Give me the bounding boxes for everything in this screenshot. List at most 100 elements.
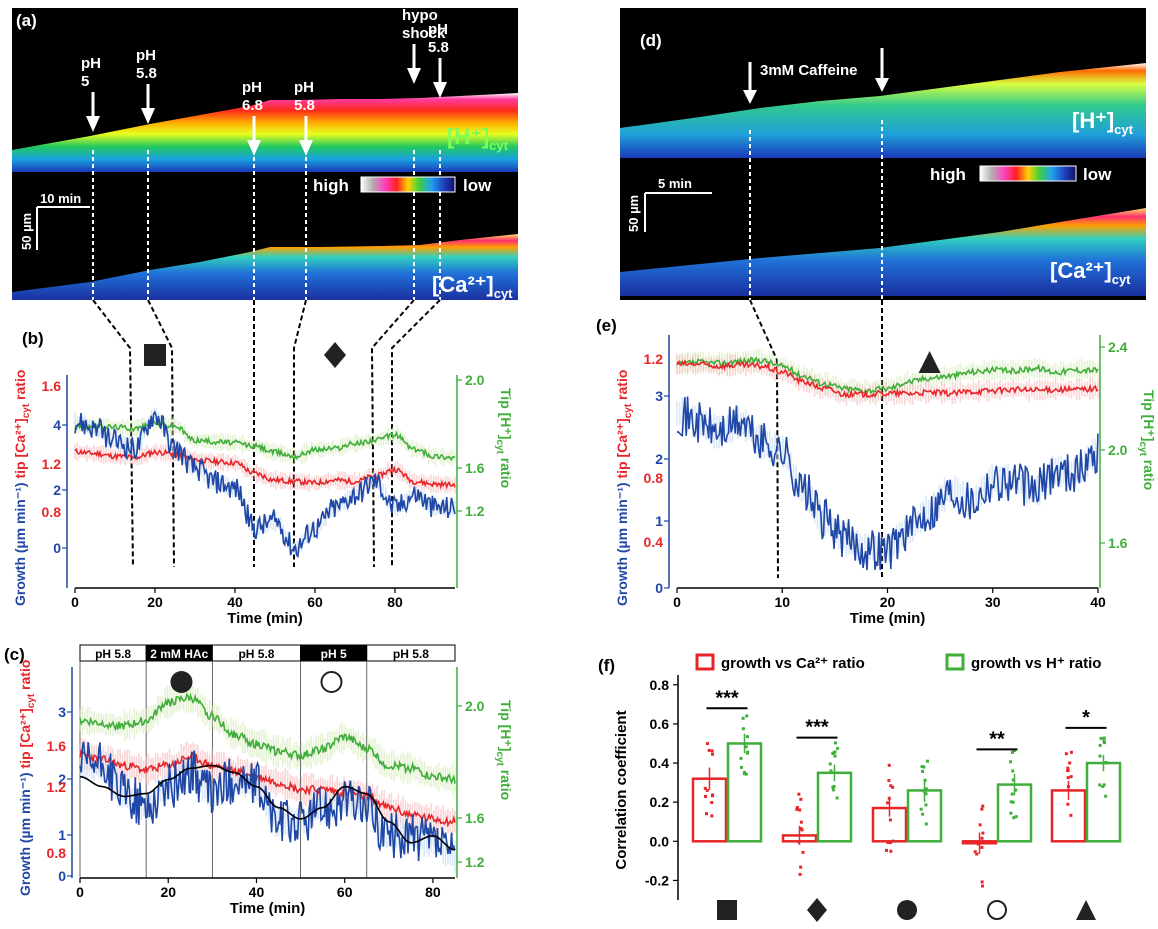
h-label-a: [H⁺]cyt: [447, 124, 509, 153]
data-point: [1014, 788, 1018, 792]
data-point: [887, 779, 891, 783]
series-line-blue: [676, 396, 1099, 571]
panel-letter: (b): [22, 329, 44, 348]
left-tick-label-ca: 0.4: [644, 534, 664, 550]
arrow-label-line2: 5: [81, 73, 89, 90]
right-axis-label-ratio: ratio: [1141, 456, 1157, 490]
data-point: [924, 792, 928, 796]
data-point: [1066, 766, 1070, 770]
y-tick-label: 0.0: [650, 833, 670, 849]
data-point: [745, 751, 749, 755]
x-tick-label: 20: [160, 884, 176, 900]
data-point: [1011, 750, 1015, 754]
right-axis-label: Tip [H⁺]cyt ratio: [1137, 390, 1157, 490]
series-line-blue: [74, 410, 456, 559]
data-point: [835, 796, 839, 800]
colorbar-d-low-label: low: [1083, 165, 1112, 184]
data-point: [1098, 754, 1102, 758]
data-point: [833, 750, 837, 754]
condition-band-label: pH 5.8: [95, 647, 131, 661]
right-tick-label: 2.4: [1108, 339, 1128, 355]
data-point: [1014, 815, 1018, 819]
arrow-label-line2: 5.8: [294, 97, 315, 114]
diamond-marker: [324, 342, 346, 368]
data-point: [831, 751, 835, 755]
left-tick-label-ca: 0.8: [644, 470, 664, 486]
right-tick-label: 1.2: [465, 854, 485, 870]
data-point: [1009, 811, 1013, 815]
arrow-label-line1: pH: [428, 21, 448, 38]
left-tick-label-growth: 1: [655, 513, 663, 529]
square-marker: [717, 900, 737, 920]
data-point: [980, 845, 984, 849]
panel-letter: (e): [596, 316, 617, 335]
data-point: [924, 803, 928, 807]
left-axis-label-ratio: ratio: [17, 660, 33, 694]
triangle-marker: [918, 351, 941, 373]
data-point: [745, 714, 749, 718]
open-circle-marker: [987, 900, 1007, 920]
data-point: [703, 786, 707, 790]
data-point: [920, 764, 924, 768]
data-point: [798, 808, 802, 812]
left-tick-label-ca: 1.2: [644, 351, 664, 367]
data-point: [921, 769, 925, 773]
data-point: [1066, 776, 1070, 780]
arrow-label-line2: shock: [402, 25, 446, 42]
data-point: [1069, 775, 1073, 779]
data-point: [1066, 785, 1070, 789]
data-point: [888, 818, 892, 822]
series-line-red: [676, 359, 1099, 399]
data-point: [978, 823, 982, 827]
caffeine-arrows: [743, 48, 889, 104]
left-axis-label: Growth (µm min⁻¹) tip [Ca²⁺]cyt ratio: [614, 370, 634, 606]
right-axis-label: Tip [H⁺]cyt ratio: [494, 700, 514, 800]
data-point: [741, 727, 745, 731]
arrow-label-line1: pH: [136, 47, 156, 64]
x-tick-label: 40: [227, 594, 243, 610]
data-point: [923, 778, 927, 782]
kymograph-d-h-band: [620, 63, 1146, 158]
data-point: [799, 820, 803, 824]
filled-circle-marker: [897, 900, 917, 920]
bar-green: [726, 742, 763, 843]
right-tick-label: 1.6: [1108, 535, 1128, 551]
ca-label-d: [Ca²⁺]cyt: [1050, 258, 1131, 287]
panel-letter: (c): [4, 645, 25, 664]
arrow-label-line1: hypo: [402, 7, 438, 24]
data-point: [886, 840, 890, 844]
data-point: [922, 765, 926, 769]
left-tick-label-ca: 0.8: [42, 504, 62, 520]
arrow-label-line1: pH: [242, 79, 262, 96]
colorbar-a-scale: [360, 176, 456, 193]
data-point: [924, 822, 928, 826]
data-point: [836, 746, 840, 750]
right-axis-label-ratio: ratio: [498, 454, 514, 488]
x-axis-label: Time (min): [230, 900, 306, 917]
right-axis-label-main: Tip [H⁺]: [498, 700, 514, 751]
panel-d-event-lines: [749, 120, 883, 300]
arrow-label-line1: pH: [294, 79, 314, 96]
data-point: [743, 770, 747, 774]
x-tick-label: 60: [307, 594, 323, 610]
data-point: [887, 763, 891, 767]
scale-bar-d-time: 5 min: [658, 176, 692, 191]
caffeine-arrow-label: 3mM Caffeine: [760, 62, 858, 79]
left-tick-label-growth: 2: [655, 451, 663, 467]
left-tick-label-ca: 0.8: [47, 845, 67, 861]
data-point: [799, 865, 803, 869]
data-point: [889, 784, 893, 788]
data-point: [710, 814, 714, 818]
data-point: [1099, 736, 1103, 740]
y-tick-label: 0.6: [650, 716, 670, 732]
diamond-marker: [807, 898, 827, 922]
series-line-red: [74, 447, 456, 490]
panel-a-event-lines: [92, 150, 441, 300]
condition-band-label: pH 5.8: [393, 647, 429, 661]
data-point: [975, 852, 979, 856]
data-point: [980, 807, 984, 811]
data-point: [1066, 802, 1070, 806]
data-point: [1010, 792, 1014, 796]
series-line-green: [79, 692, 456, 785]
chart-e: (e) 0 10 20 30 40 Time (min) 0 1 2 3 0.4 0.8 1.2 1.6 2.…: [596, 316, 1157, 627]
